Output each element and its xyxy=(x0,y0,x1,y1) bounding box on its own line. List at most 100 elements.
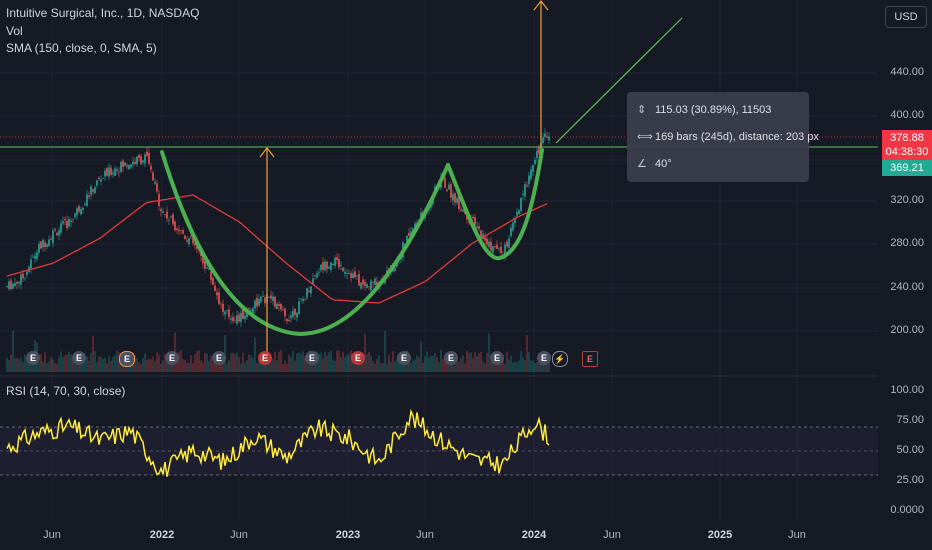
candle-body xyxy=(216,292,218,296)
volume-bar xyxy=(90,352,92,372)
volume-bar xyxy=(180,350,182,372)
volume-bar xyxy=(466,350,468,372)
dividend-marker[interactable]: ⚡ xyxy=(552,351,568,367)
candle-body xyxy=(346,273,348,275)
candle-body xyxy=(252,308,254,313)
volume-bar xyxy=(362,354,364,372)
volume-bar xyxy=(546,359,548,372)
volume-bar xyxy=(216,360,218,372)
earnings-marker[interactable]: E xyxy=(444,351,458,365)
volume-bar xyxy=(544,361,546,372)
volume-bar xyxy=(198,350,200,372)
rsi-band xyxy=(0,427,878,475)
volume-bar xyxy=(292,350,294,372)
candle-body xyxy=(116,169,118,172)
candle-body xyxy=(144,154,146,164)
volume-bar xyxy=(108,356,110,372)
volume-bar xyxy=(192,363,194,372)
rsi-legend[interactable]: RSI (14, 70, 30, close) xyxy=(6,384,126,398)
volume-bar xyxy=(414,359,416,372)
volume-bar xyxy=(208,361,210,372)
candle-body xyxy=(30,259,32,269)
volume-bar xyxy=(336,350,338,372)
volume-bar xyxy=(230,353,232,372)
volume-bar xyxy=(498,358,500,372)
candle-body xyxy=(98,177,100,180)
candle-body xyxy=(82,207,84,211)
candle-body xyxy=(370,280,372,291)
earnings-marker[interactable]: E xyxy=(72,351,86,365)
earnings-marker[interactable]: E xyxy=(305,351,319,365)
candle-body xyxy=(224,311,226,315)
candle-body xyxy=(40,241,42,249)
volume-bar xyxy=(252,357,254,372)
volume-legend[interactable]: Vol xyxy=(6,24,23,38)
earnings-marker[interactable]: E xyxy=(351,351,365,365)
earnings-marker[interactable]: E xyxy=(26,351,40,365)
candle-body xyxy=(360,282,362,289)
candle-body xyxy=(374,278,376,285)
earnings-marker[interactable]: E xyxy=(490,351,504,365)
volume-bar xyxy=(328,352,330,372)
volume-bar xyxy=(62,357,64,372)
candle-body xyxy=(62,221,64,224)
volume-bar xyxy=(20,357,22,372)
volume-bar xyxy=(372,361,374,372)
candle-body xyxy=(228,309,230,318)
candle-body xyxy=(114,168,116,177)
earnings-marker[interactable]: E xyxy=(119,351,135,367)
candle-body xyxy=(372,282,374,283)
earnings-marker[interactable]: E xyxy=(537,351,551,365)
candle-body xyxy=(348,273,350,274)
candle-body xyxy=(12,283,14,289)
candle-body xyxy=(156,183,158,192)
volume-bar xyxy=(210,356,212,372)
price-tick: 240.00 xyxy=(890,281,924,293)
candle-body xyxy=(262,295,264,297)
volume-bar xyxy=(184,360,186,372)
candle-body xyxy=(96,180,98,186)
candle-body xyxy=(136,156,138,165)
candle-body xyxy=(486,238,488,245)
candle-body xyxy=(512,222,514,231)
chart-title[interactable]: Intuitive Surgical, Inc., 1D, NASDAQ xyxy=(6,6,200,20)
candle-body xyxy=(38,243,40,253)
candle-body xyxy=(336,257,338,261)
candle-body xyxy=(66,220,68,228)
volume-bar xyxy=(338,350,340,372)
volume-bar xyxy=(422,362,424,372)
candle-body xyxy=(226,310,228,311)
candle-body xyxy=(268,296,270,298)
volume-bar xyxy=(462,355,464,372)
sma-legend[interactable]: SMA (150, close, 0, SMA, 5) xyxy=(6,41,157,55)
volume-bar xyxy=(124,362,126,372)
volume-bar xyxy=(64,355,66,372)
candle-body xyxy=(414,223,416,230)
earnings-marker[interactable]: E xyxy=(212,351,226,365)
currency-button[interactable]: USD xyxy=(885,6,927,28)
volume-bar xyxy=(16,357,18,372)
earnings-marker[interactable]: E xyxy=(165,351,179,365)
candle-body xyxy=(492,246,494,253)
candle-body xyxy=(172,214,174,225)
candle-body xyxy=(122,160,124,167)
candle-body xyxy=(126,165,128,167)
volume-bar xyxy=(228,359,230,372)
candle-body xyxy=(256,297,258,307)
candle-body xyxy=(458,194,460,209)
candle-body xyxy=(106,168,108,176)
earnings-marker[interactable]: E xyxy=(397,351,411,365)
upcoming-earnings-marker[interactable]: E xyxy=(582,351,598,367)
candle-body xyxy=(168,220,170,222)
earnings-marker[interactable]: E xyxy=(258,351,272,365)
volume-bar xyxy=(206,353,208,372)
volume-bar xyxy=(430,355,432,372)
bars-range-icon: ⟺ xyxy=(637,131,653,143)
candle-body xyxy=(306,288,308,298)
candle-body xyxy=(452,194,454,201)
volume-bar xyxy=(6,357,8,372)
candle-body xyxy=(286,319,288,322)
candle-body xyxy=(162,211,164,213)
candle-body xyxy=(524,184,526,197)
